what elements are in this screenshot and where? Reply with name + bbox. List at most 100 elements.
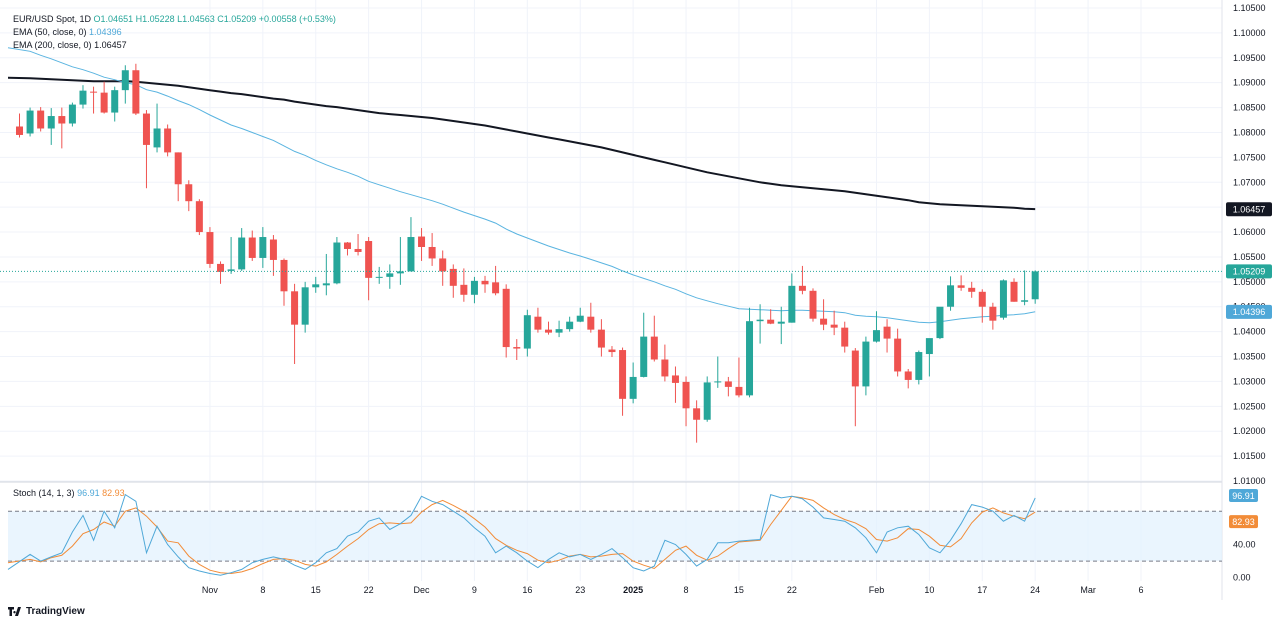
time-axis[interactable]: Nov 8 15 22 Dec 9 16 23 2025 8 15 22 Feb 10 17 24 Mar 6 [202, 585, 1144, 595]
candle [619, 347, 627, 416]
candle-body [947, 285, 955, 307]
candle-body [862, 341, 870, 387]
price-badge: 1.04396 [1226, 304, 1272, 319]
candle-body [238, 237, 246, 270]
candle [841, 321, 849, 353]
candle-body [164, 128, 172, 153]
candle-body [841, 327, 849, 347]
time-tick-label: 2025 [623, 585, 643, 595]
main-legend: EUR/USD Spot, 1D O1.04651 H1.05228 L1.04… [13, 13, 336, 25]
candle [904, 368, 912, 389]
candle [915, 350, 923, 385]
candle-body [428, 246, 436, 259]
stoch-badge: 96.91 [1229, 488, 1258, 502]
time-tick-label: Feb [869, 585, 885, 595]
candle-body [915, 352, 923, 380]
time-tick-label: 24 [1030, 585, 1040, 595]
candle [798, 265, 806, 295]
stoch-d-line [7, 495, 1036, 575]
candle [26, 107, 34, 137]
candle [386, 264, 394, 289]
candle [365, 237, 373, 301]
candle-body [714, 381, 722, 383]
candle [428, 233, 436, 266]
price-tick-label: 1.09000 [1233, 78, 1266, 88]
candle [396, 237, 404, 285]
candle-body [894, 338, 902, 372]
price-tick-label: 1.06000 [1233, 227, 1266, 237]
candle-body [798, 285, 806, 291]
candle [418, 228, 426, 261]
candle [767, 309, 775, 325]
time-tick-label: Nov [202, 585, 219, 595]
ema200-line [7, 76, 1036, 211]
candle-body [820, 318, 828, 325]
candle [449, 264, 457, 298]
symbol-label[interactable]: EUR/USD Spot, 1D [13, 14, 92, 24]
time-tick-label: 16 [522, 585, 532, 595]
candle [597, 319, 605, 357]
time-tick-label: 23 [575, 585, 585, 595]
candle [217, 261, 225, 284]
ema200-legend[interactable]: EMA (200, close, 0) 1.06457 [13, 39, 127, 51]
candle [164, 124, 172, 157]
candle [936, 306, 944, 340]
candle-body [121, 70, 129, 91]
candle [132, 63, 140, 116]
candle [555, 320, 563, 338]
candle [269, 235, 277, 276]
candle-body [650, 336, 658, 360]
candle [37, 107, 45, 132]
candle [47, 108, 55, 145]
tradingview-logo[interactable]: TradingView [8, 606, 85, 617]
candle [957, 275, 965, 291]
stoch-band-fill [8, 511, 1222, 562]
price-tick-label: 1.05000 [1233, 277, 1266, 287]
candle-body [999, 280, 1007, 318]
ema50-legend[interactable]: EMA (50, close, 0) 1.04396 [13, 26, 122, 38]
candle-body [439, 258, 447, 272]
stoch-legend[interactable]: Stoch (14, 1, 3) 96.91 82.93 [13, 488, 125, 498]
candle-body [100, 92, 108, 113]
candle-body [47, 116, 55, 129]
candle-body [407, 237, 415, 272]
candle-body [248, 237, 256, 258]
candle-body [968, 287, 976, 292]
candle-body [703, 382, 711, 420]
candle [502, 284, 510, 358]
price-tick-label: 1.08500 [1233, 103, 1266, 113]
time-tick-label: Dec [414, 585, 431, 595]
stoch-lines [7, 493, 1036, 576]
candle [978, 289, 986, 323]
price-badge: 1.05209 [1226, 264, 1272, 279]
candle-body [566, 321, 574, 330]
candle-body [217, 263, 225, 272]
candle [58, 107, 66, 149]
candle-body [153, 128, 161, 148]
candle [999, 279, 1007, 320]
candle [830, 310, 838, 336]
candle-body [322, 283, 330, 286]
candle-body [534, 316, 542, 330]
candle [545, 321, 552, 335]
candle-body [1021, 300, 1029, 302]
candle [1010, 278, 1018, 302]
candle [862, 336, 870, 396]
candle-body [671, 375, 679, 383]
candle [714, 356, 722, 388]
price-axis[interactable]: 1.01000 1.01500 1.02000 1.02500 1.03000 1.035… [1233, 3, 1266, 486]
price-badge-label: 1.04396 [1233, 307, 1266, 317]
candle [724, 376, 732, 397]
candle-body [142, 113, 150, 145]
candle [238, 228, 246, 271]
candle-body [470, 280, 478, 295]
candle-body [767, 319, 775, 324]
candle [470, 276, 478, 304]
price-tick-label: 1.02500 [1233, 401, 1266, 411]
stoch-axis[interactable]: 0.00 40.00 [1233, 539, 1256, 582]
candle-body [883, 326, 891, 339]
tradingview-icon [8, 607, 21, 616]
price-badge-label: 1.06457 [1233, 204, 1266, 214]
candle [206, 227, 214, 268]
stoch-badge: 82.93 [1229, 515, 1258, 529]
